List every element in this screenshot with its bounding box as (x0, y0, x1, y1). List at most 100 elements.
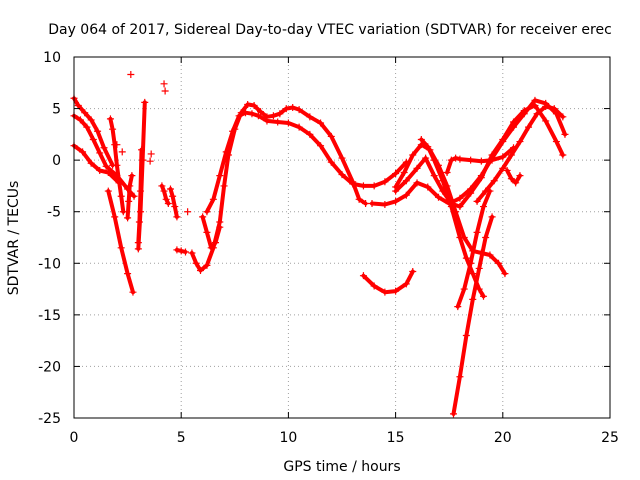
data-point (531, 101, 539, 109)
data-point (216, 172, 224, 180)
data-point (488, 213, 496, 221)
data-point (559, 113, 567, 121)
data-point (501, 270, 509, 278)
data-point (454, 303, 462, 311)
y-tick-label: 5 (52, 102, 61, 118)
data-point (490, 177, 498, 185)
outlier-point (146, 157, 154, 165)
series-trace (455, 189, 492, 309)
data-point (106, 115, 114, 123)
data-point (235, 112, 243, 120)
data-point (409, 151, 417, 159)
data-point (96, 166, 104, 174)
data-point (317, 119, 325, 127)
data-point (542, 117, 550, 125)
data-point (362, 199, 370, 207)
data-point (113, 161, 121, 169)
data-point (257, 108, 265, 116)
x-axis-label: GPS time / hours (283, 459, 400, 475)
series-trace (361, 269, 415, 295)
data-point (338, 154, 346, 162)
data-point (117, 244, 125, 252)
data-point (424, 183, 432, 191)
series-arc-21 (449, 213, 496, 418)
data-point (456, 194, 464, 202)
series-trace (72, 143, 121, 185)
data-point (533, 110, 541, 118)
series-trace (136, 147, 144, 245)
series-trace (168, 187, 179, 219)
data-point (135, 218, 143, 226)
data-point (83, 123, 91, 131)
outlier-point (160, 80, 168, 88)
data-point (126, 182, 134, 190)
data-point (173, 213, 181, 221)
data-point (248, 110, 256, 118)
data-point (138, 146, 146, 154)
data-point (102, 162, 110, 170)
data-point (166, 185, 174, 193)
x-tick-label: 0 (70, 430, 79, 446)
data-point (503, 166, 511, 174)
data-point (327, 158, 335, 166)
data-point (119, 208, 127, 216)
data-point (196, 267, 204, 275)
plot-frame (73, 56, 611, 419)
x-tick-label: 5 (177, 430, 186, 446)
data-point (203, 208, 211, 216)
data-point (76, 116, 84, 124)
data-point (381, 178, 389, 186)
data-point (462, 331, 470, 339)
series-arc-13 (203, 109, 410, 216)
data-point (475, 264, 483, 272)
y-tick-label: -25 (38, 411, 61, 427)
data-point (141, 98, 149, 106)
outlier-point (161, 87, 169, 95)
data-point (134, 239, 142, 247)
y-axis-label: SDTVAR / TECUs (6, 181, 22, 296)
series-trace (393, 103, 565, 209)
data-point (512, 179, 520, 187)
data-point (359, 272, 367, 280)
data-point (212, 239, 220, 247)
data-point (117, 192, 125, 200)
data-point (164, 199, 172, 207)
data-point (402, 191, 410, 199)
data-point (460, 285, 468, 293)
data-point (109, 125, 117, 133)
data-point (269, 112, 277, 120)
data-point (306, 113, 314, 121)
data-point (129, 288, 137, 296)
series-trace (125, 173, 134, 220)
x-tick-label: 10 (279, 430, 297, 446)
data-point (482, 234, 490, 241)
data-point (462, 254, 470, 262)
data-point (295, 106, 303, 114)
series-arc-24 (503, 166, 524, 187)
tick-marks (73, 56, 611, 419)
data-point (499, 164, 507, 172)
data-point (87, 116, 95, 124)
data-point (520, 107, 528, 115)
data-point (209, 195, 217, 203)
data-point (413, 179, 421, 187)
data-point (456, 373, 464, 381)
data-point (274, 118, 282, 126)
data-point (216, 223, 224, 231)
data-point (94, 127, 102, 135)
data-point (207, 244, 215, 252)
data-point (220, 182, 228, 190)
data-point (542, 103, 550, 111)
data-point (124, 214, 132, 222)
data-point (434, 193, 442, 201)
data-point (134, 245, 142, 253)
data-point (499, 153, 507, 161)
data-point (482, 187, 490, 195)
data-point (443, 169, 451, 177)
x-tick-label: 20 (494, 430, 512, 446)
data-point (400, 169, 408, 177)
series-arc-9 (158, 182, 172, 207)
series-arc-6 (106, 115, 127, 216)
data-point (413, 164, 421, 172)
series-trace (159, 183, 171, 206)
